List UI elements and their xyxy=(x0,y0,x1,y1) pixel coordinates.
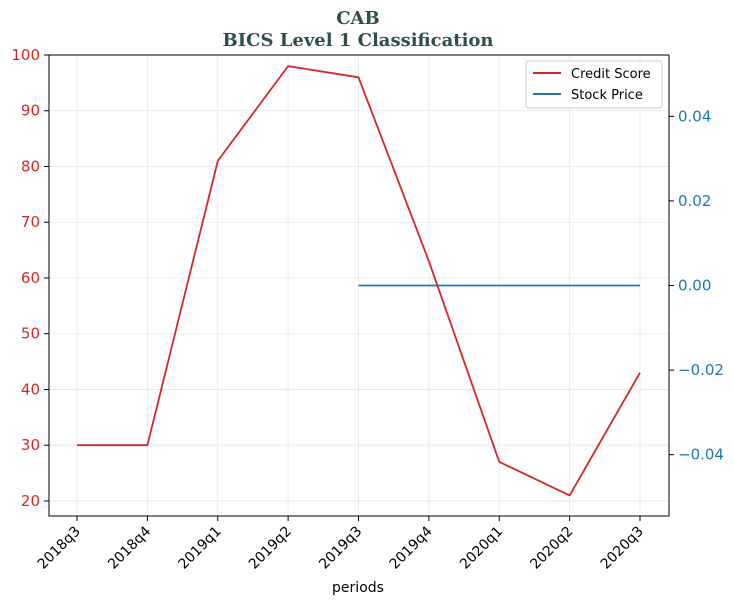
left-tick-label: 60 xyxy=(21,269,40,287)
left-axis: 20 30 40 50 60 70 80 90 100 xyxy=(11,46,49,510)
right-axis: −0.04 −0.02 0.00 0.02 0.04 xyxy=(669,107,724,464)
x-tick-label: 2020q3 xyxy=(598,524,647,573)
x-tick-label: 2020q1 xyxy=(457,524,506,573)
left-tick-label: 80 xyxy=(21,157,40,175)
x-tick-label: 2018q4 xyxy=(105,523,154,572)
legend-label-stock-price: Stock Price xyxy=(571,88,643,103)
series-layer xyxy=(77,65,641,497)
x-tick-label: 2019q2 xyxy=(246,524,295,573)
legend: Credit Score Stock Price xyxy=(525,60,663,109)
series-line-credit-score xyxy=(77,65,641,497)
left-tick-label: 40 xyxy=(21,380,40,398)
chart-title: CAB xyxy=(336,8,380,29)
x-tick-label: 2019q1 xyxy=(175,524,224,573)
x-tick-label: 2019q4 xyxy=(387,523,436,572)
left-tick-label: 20 xyxy=(21,492,40,510)
left-tick-label: 90 xyxy=(21,102,40,120)
chart-subtitle: BICS Level 1 Classification xyxy=(222,30,493,51)
x-axis: 2018q3 2018q4 2019q1 2019q2 2019q3 2019q4 2020… xyxy=(35,516,647,573)
left-tick-label: 70 xyxy=(21,213,40,231)
right-tick-label: 0.02 xyxy=(678,192,711,210)
legend-label-credit-score: Credit Score xyxy=(571,67,651,82)
x-axis-label: periods xyxy=(332,580,384,596)
right-tick-label: 0.00 xyxy=(678,277,711,295)
right-tick-label: −0.02 xyxy=(678,361,724,379)
left-tick-label: 50 xyxy=(21,325,40,343)
x-tick-label: 2018q3 xyxy=(35,524,84,573)
right-tick-label: 0.04 xyxy=(678,107,711,125)
x-tick-label: 2019q3 xyxy=(316,524,365,573)
left-tick-label: 100 xyxy=(11,46,40,64)
right-tick-label: −0.04 xyxy=(678,446,724,464)
left-tick-label: 30 xyxy=(21,436,40,454)
x-tick-label: 2020q2 xyxy=(527,524,576,573)
